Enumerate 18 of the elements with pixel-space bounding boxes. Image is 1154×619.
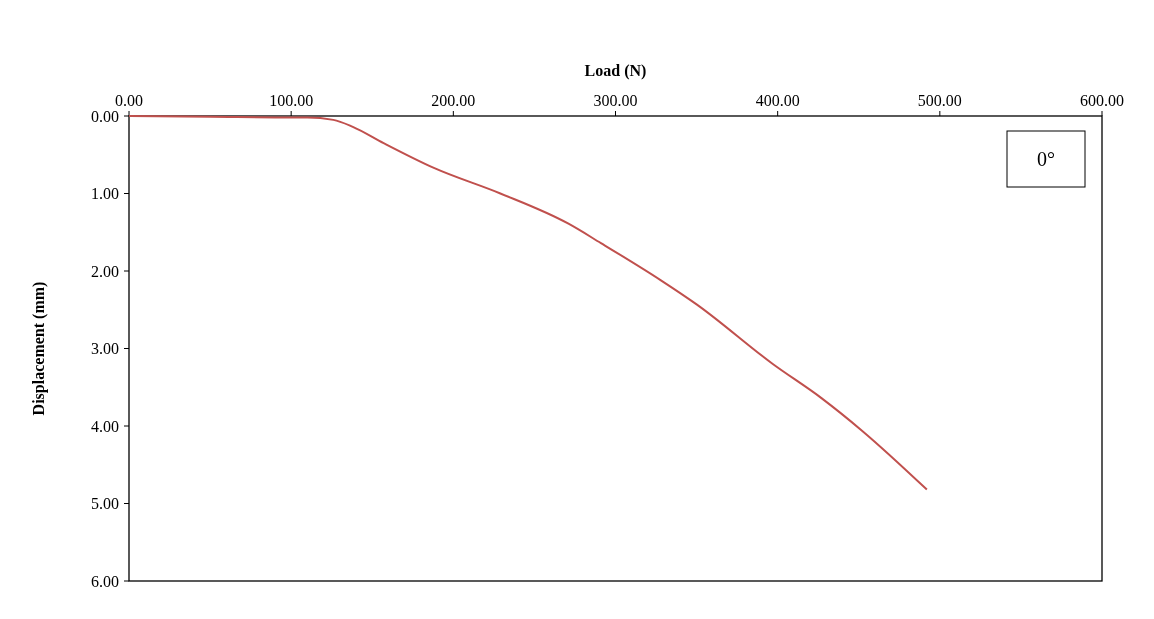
y-tick-label: 4.00 (91, 417, 119, 435)
y-axis-title: Displacement (mm) (30, 281, 48, 416)
line-series (128, 115, 928, 491)
y-tick-label: 1.00 (91, 185, 119, 203)
x-tick-label: 100.00 (269, 92, 314, 109)
y-tick-label: 0.00 (91, 107, 119, 125)
y-tick-label: 5.00 (91, 495, 119, 513)
x-axis-title: Load (N) (584, 62, 647, 80)
y-tick-label: 2.00 (91, 262, 119, 280)
y-tick-label: 3.00 (91, 340, 119, 358)
x-tick-label: 400.00 (755, 92, 800, 109)
x-tick-label: 500.00 (917, 92, 962, 109)
x-tick-label: 200.00 (431, 92, 476, 109)
x-tick-label: 0.00 (115, 92, 143, 109)
y-tick-label: 6.00 (91, 572, 119, 590)
x-tick-label: 300.00 (593, 92, 638, 109)
x-tick-label: 600.00 (1080, 92, 1124, 109)
annotation: 0° (1037, 148, 1055, 170)
